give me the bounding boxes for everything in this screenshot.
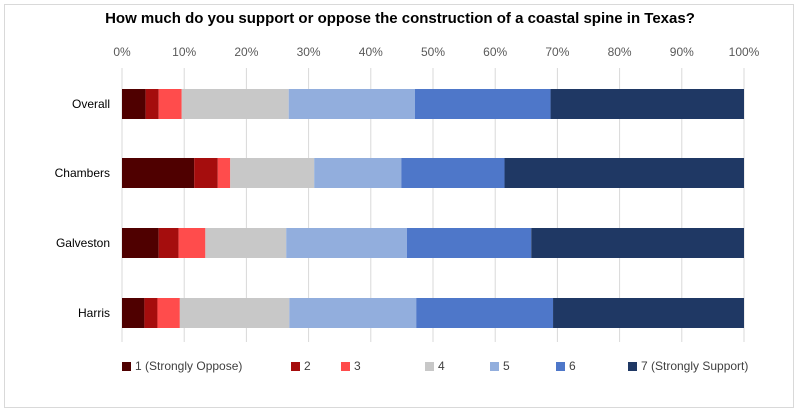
x-tick-label: 40%	[359, 45, 383, 59]
category-label: Galveston	[56, 236, 110, 250]
chart-frame	[4, 4, 794, 408]
x-tick-label: 20%	[234, 45, 258, 59]
legend-label: 2	[304, 359, 311, 373]
bar-segment	[414, 89, 551, 119]
bar-segment	[531, 228, 744, 258]
bar-segment	[122, 298, 145, 328]
chart-title: How much do you support or oppose the co…	[105, 10, 695, 27]
category-label: Harris	[78, 306, 110, 320]
bar-segment	[181, 89, 289, 119]
x-tick-label: 60%	[483, 45, 507, 59]
bar-segment	[550, 89, 744, 119]
legend-swatch	[628, 362, 637, 371]
x-tick-label: 90%	[670, 45, 694, 59]
legend-label: 7 (Strongly Support)	[641, 359, 748, 373]
x-tick-label: 50%	[421, 45, 445, 59]
bar-segment	[314, 158, 402, 188]
legend-swatch	[425, 362, 434, 371]
legend-label: 1 (Strongly Oppose)	[135, 359, 242, 373]
bar-segment	[194, 158, 218, 188]
bar-segment	[289, 298, 417, 328]
legend-swatch	[490, 362, 499, 371]
legend-swatch	[556, 362, 565, 371]
x-tick-label: 10%	[172, 45, 196, 59]
x-tick-label: 0%	[113, 45, 131, 59]
bar-segment	[230, 158, 315, 188]
legend-label: 4	[438, 359, 445, 373]
bar-segment	[179, 298, 290, 328]
bar-segment	[122, 228, 159, 258]
bar-segment	[157, 298, 180, 328]
bar-segment	[205, 228, 287, 258]
bar-segment	[158, 89, 182, 119]
bar-segment	[158, 228, 179, 258]
x-tick-label: 70%	[545, 45, 569, 59]
legend-label: 5	[503, 359, 510, 373]
legend-swatch	[291, 362, 300, 371]
x-tick-label: 30%	[297, 45, 321, 59]
bar-segment	[416, 298, 554, 328]
legend-label: 6	[569, 359, 576, 373]
bar-segment	[122, 158, 195, 188]
bar-segment	[401, 158, 505, 188]
bar-segment	[288, 89, 415, 119]
bar-segment	[217, 158, 231, 188]
x-tick-label: 80%	[608, 45, 632, 59]
legend-label: 3	[354, 359, 361, 373]
x-tick-label: 100%	[729, 45, 760, 59]
bar-segment	[553, 298, 744, 328]
bar-segment	[178, 228, 206, 258]
legend-swatch	[341, 362, 350, 371]
legend-swatch	[122, 362, 131, 371]
bar-segment	[504, 158, 744, 188]
bar-segment	[286, 228, 407, 258]
category-label: Chambers	[55, 166, 110, 180]
bar-segment	[122, 89, 146, 119]
bar-segment	[144, 298, 158, 328]
category-label: Overall	[72, 97, 110, 111]
bar-segment	[145, 89, 159, 119]
bar-segment	[406, 228, 532, 258]
